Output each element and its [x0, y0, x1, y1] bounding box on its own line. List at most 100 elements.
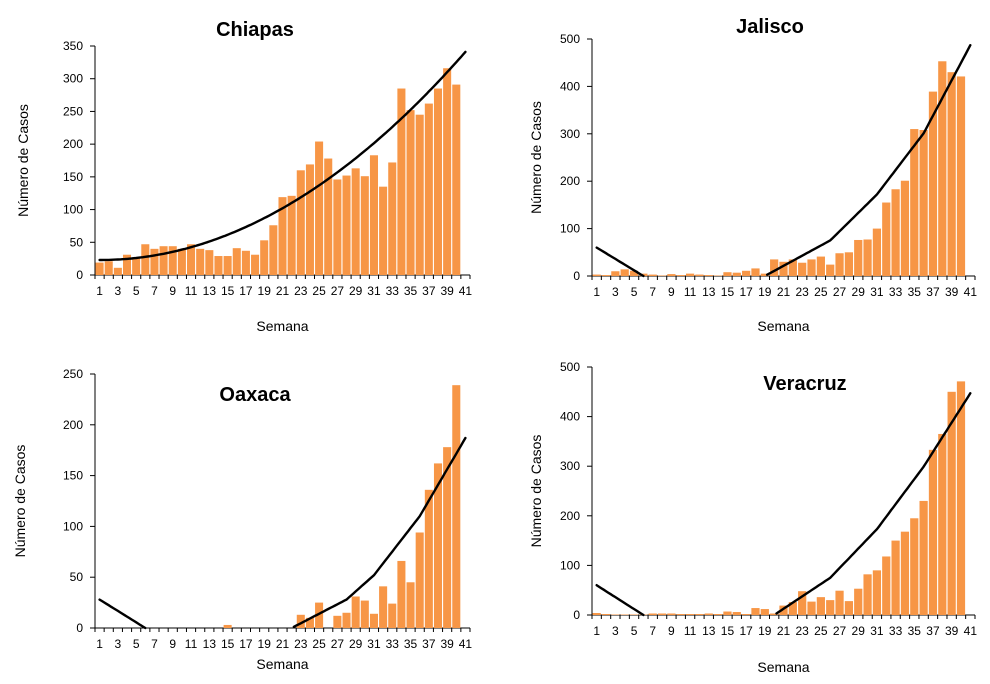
bar [667, 614, 675, 615]
bar [891, 541, 899, 615]
bar [714, 614, 722, 615]
x-axis-label: Semana [757, 318, 809, 334]
x-tick-label: 1 [593, 285, 600, 299]
x-tick-label: 3 [612, 285, 619, 299]
x-tick-label: 17 [739, 624, 753, 638]
y-tick-label: 100 [560, 558, 580, 572]
bar [957, 381, 965, 615]
bar [761, 609, 769, 615]
x-tick-label: 31 [870, 624, 884, 638]
y-axis-label: Número de Casos [528, 435, 544, 548]
x-tick-label: 3 [612, 624, 619, 638]
x-tick-label: 37 [422, 284, 436, 298]
x-tick-label: 19 [258, 637, 272, 651]
y-tick-label: 50 [70, 570, 84, 584]
bar [845, 601, 853, 615]
bar [686, 614, 694, 615]
x-tick-label: 19 [758, 285, 772, 299]
x-tick-label: 5 [133, 637, 140, 651]
x-tick-label: 33 [889, 285, 903, 299]
x-tick-label: 5 [133, 284, 140, 298]
y-tick-label: 0 [76, 268, 83, 282]
bar [742, 614, 750, 615]
x-tick-label: 3 [115, 637, 122, 651]
bar [132, 257, 140, 275]
bar [269, 225, 277, 275]
bar [343, 176, 351, 275]
bar [288, 196, 296, 275]
x-tick-label: 25 [814, 285, 828, 299]
bar [233, 248, 241, 275]
bar [854, 589, 862, 615]
bar [677, 275, 685, 276]
x-tick-label: 41 [459, 637, 473, 651]
x-tick-label: 33 [889, 624, 903, 638]
bar [602, 614, 610, 615]
x-tick-label: 29 [349, 637, 363, 651]
bar [621, 615, 629, 616]
x-tick-label: 31 [367, 284, 381, 298]
bar [260, 240, 268, 275]
bar [910, 518, 918, 615]
bar [957, 76, 965, 276]
bar [854, 240, 862, 276]
x-tick-label: 7 [151, 284, 158, 298]
y-tick-label: 50 [70, 235, 84, 249]
bar [835, 591, 843, 615]
x-axis-label: Semana [256, 318, 308, 334]
x-tick-label: 37 [422, 637, 436, 651]
y-tick-label: 150 [63, 170, 83, 184]
bar [160, 246, 168, 275]
bar [593, 275, 601, 276]
bar [379, 187, 387, 275]
x-tick-label: 23 [796, 624, 810, 638]
bar [416, 533, 424, 629]
x-tick-label: 35 [908, 285, 922, 299]
bar [407, 110, 415, 275]
bar [807, 602, 815, 615]
x-tick-label: 21 [276, 284, 290, 298]
x-tick-label: 7 [649, 285, 656, 299]
x-tick-label: 23 [796, 285, 810, 299]
x-tick-label: 11 [185, 637, 198, 651]
bar [611, 615, 619, 616]
bar [593, 613, 601, 615]
x-tick-label: 15 [221, 284, 235, 298]
y-tick-label: 300 [560, 459, 580, 473]
x-tick-label: 21 [276, 637, 290, 651]
bar [370, 155, 378, 275]
bar [901, 532, 909, 615]
x-tick-label: 33 [386, 637, 400, 651]
bar [835, 253, 843, 276]
bar [452, 85, 460, 275]
x-axis-label: Semana [757, 659, 809, 675]
x-tick-label: 21 [777, 285, 791, 299]
x-tick-label: 9 [169, 637, 176, 651]
bar [214, 256, 222, 275]
bar [105, 261, 113, 275]
bar [205, 250, 213, 275]
bar [733, 273, 741, 276]
x-tick-label: 29 [349, 284, 363, 298]
bar [677, 614, 685, 615]
bar [845, 252, 853, 276]
x-tick-label: 39 [440, 284, 454, 298]
x-tick-label: 37 [926, 624, 940, 638]
bar [297, 170, 305, 275]
x-tick-label: 1 [593, 624, 600, 638]
x-tick-label: 13 [203, 284, 217, 298]
bar [397, 561, 405, 628]
y-tick-label: 0 [573, 608, 580, 622]
bar [873, 229, 881, 276]
x-tick-label: 33 [386, 284, 400, 298]
bar [751, 268, 759, 276]
bar [705, 614, 713, 615]
x-tick-label: 9 [668, 624, 675, 638]
y-tick-label: 300 [560, 127, 580, 141]
x-tick-label: 1 [96, 284, 103, 298]
x-axis-label: Semana [256, 656, 308, 672]
bar [315, 142, 323, 275]
x-tick-label: 13 [702, 285, 716, 299]
x-tick-label: 19 [258, 284, 272, 298]
x-tick-label: 7 [649, 624, 656, 638]
